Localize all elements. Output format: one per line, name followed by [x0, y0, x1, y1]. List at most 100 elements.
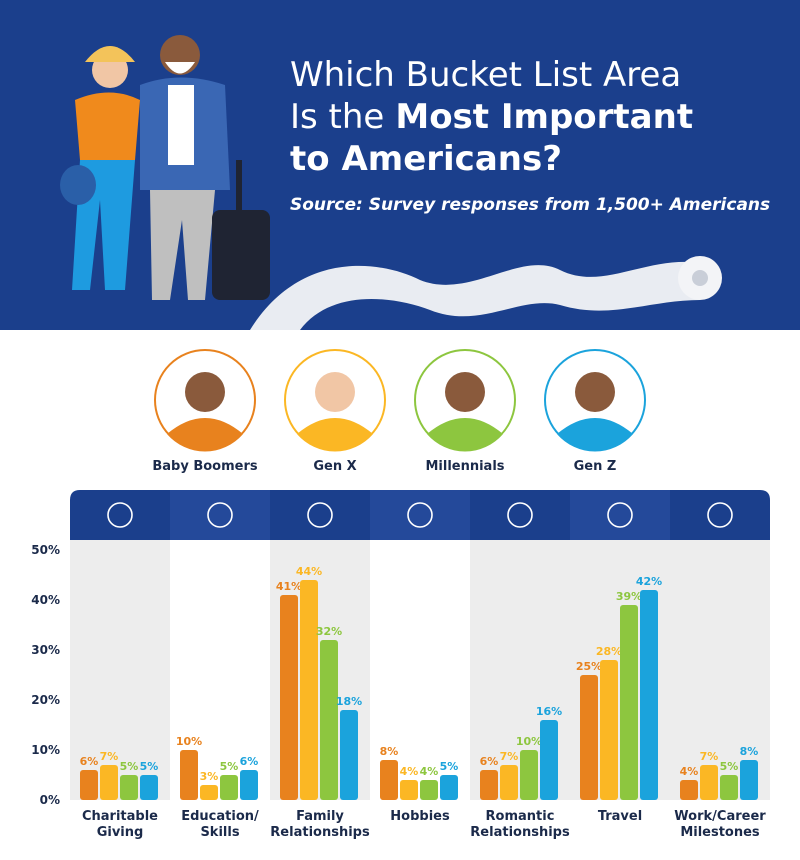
value-label: 7%: [100, 750, 119, 763]
x-tick-label: Work/Career: [674, 809, 766, 824]
bar: [400, 780, 418, 800]
bar: [420, 780, 438, 800]
column-bg: [370, 540, 470, 800]
bar: [580, 675, 598, 800]
value-label: 4%: [680, 765, 699, 778]
legend-label: Gen X: [313, 459, 356, 474]
value-label: 8%: [740, 745, 759, 758]
column-bg: [70, 540, 170, 800]
x-tick-label: Romantic: [486, 809, 555, 824]
value-label: 5%: [120, 760, 139, 773]
bar: [540, 720, 558, 800]
x-tick-label: Giving: [97, 825, 144, 840]
title-part: Is the: [290, 97, 384, 137]
y-tick-label: 0%: [40, 793, 60, 807]
avatar-head: [185, 372, 225, 412]
bar: [620, 605, 638, 800]
bar: [100, 765, 118, 800]
title-bold: Most Important: [395, 97, 693, 137]
legend-label: Gen Z: [574, 459, 617, 474]
bar: [120, 775, 138, 800]
bar: [180, 750, 198, 800]
value-label: 10%: [516, 735, 542, 748]
bar: [640, 590, 658, 800]
bar: [720, 775, 738, 800]
value-label: 6%: [480, 755, 499, 768]
value-label: 5%: [720, 760, 739, 773]
value-label: 32%: [316, 625, 342, 638]
x-tick-label: Travel: [598, 809, 642, 824]
category-icon: [707, 502, 733, 528]
avatar-head: [575, 372, 615, 412]
bar: [80, 770, 98, 800]
x-tick-label: Skills: [200, 825, 239, 840]
category-icon: [207, 502, 233, 528]
title-line: Which Bucket List Area: [290, 55, 681, 95]
bar: [380, 760, 398, 800]
bar: [500, 765, 518, 800]
category-icon: [407, 502, 433, 528]
icon-cell: [170, 490, 270, 540]
y-tick-label: 10%: [31, 743, 60, 757]
bar: [700, 765, 718, 800]
x-tick-label: Charitable: [82, 809, 158, 824]
value-label: 7%: [700, 750, 719, 763]
y-tick-label: 40%: [31, 593, 60, 607]
avatar-head: [315, 372, 355, 412]
bar: [520, 750, 538, 800]
value-label: 6%: [80, 755, 99, 768]
value-label: 42%: [636, 575, 662, 588]
value-label: 18%: [336, 695, 362, 708]
category-icon: [607, 502, 633, 528]
icon-cell: [370, 490, 470, 540]
title-line: Is the Most Important: [290, 97, 693, 137]
value-label: 44%: [296, 565, 322, 578]
value-label: 5%: [140, 760, 159, 773]
bar: [280, 595, 298, 800]
bar: [740, 760, 758, 800]
value-label: 3%: [200, 770, 219, 783]
value-label: 39%: [616, 590, 642, 603]
title-bold: to Americans?: [290, 139, 562, 179]
avatar-body: [167, 418, 243, 452]
bar: [320, 640, 338, 800]
legend-label: Baby Boomers: [152, 459, 258, 474]
x-tick-label: Education/: [181, 809, 259, 824]
subtitle: Source: Survey responses from 1,500+ Ame…: [290, 195, 770, 215]
y-tick-label: 20%: [31, 693, 60, 707]
value-label: 4%: [420, 765, 439, 778]
value-label: 8%: [380, 745, 399, 758]
bar: [240, 770, 258, 800]
avatar-body: [297, 418, 373, 452]
bar: [340, 710, 358, 800]
value-label: 28%: [596, 645, 622, 658]
icon-cell: [570, 490, 670, 540]
illustration: [60, 35, 270, 300]
y-tick-label: 50%: [31, 543, 60, 557]
category-icon: [307, 502, 333, 528]
bar: [200, 785, 218, 800]
bar: [680, 780, 698, 800]
bar: [480, 770, 498, 800]
y-tick-label: 30%: [31, 643, 60, 657]
paper-roll: [250, 261, 700, 330]
legend-label: Millennials: [425, 459, 504, 474]
value-label: 25%: [576, 660, 602, 673]
category-icon: [107, 502, 133, 528]
value-label: 5%: [440, 760, 459, 773]
x-tick-label: Hobbies: [390, 809, 450, 824]
value-label: 16%: [536, 705, 562, 718]
value-label: 10%: [176, 735, 202, 748]
bar: [600, 660, 618, 800]
x-tick-label: Family: [296, 809, 344, 824]
x-tick-label: Relationships: [270, 825, 370, 840]
bar: [220, 775, 238, 800]
avatar-head: [445, 372, 485, 412]
avatar-body: [427, 418, 503, 452]
x-tick-label: Relationships: [470, 825, 570, 840]
value-label: 41%: [276, 580, 302, 593]
value-label: 7%: [500, 750, 519, 763]
bar: [440, 775, 458, 800]
category-icon: [507, 502, 533, 528]
